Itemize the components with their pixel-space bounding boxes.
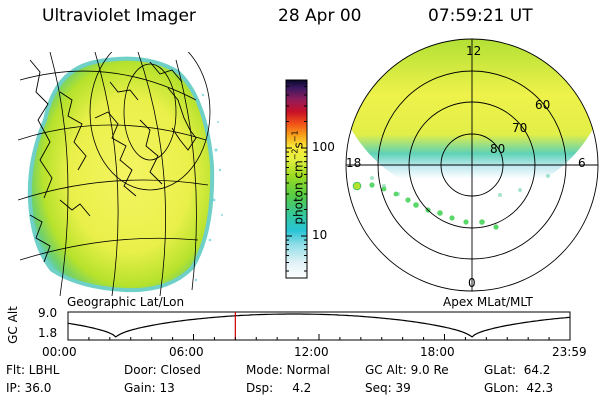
status-ip: IP: 36.0 xyxy=(6,381,52,395)
status-dsp: Dsp: 4.2 xyxy=(246,381,312,395)
time-tick-0000: 00:00 xyxy=(42,345,77,359)
geographic-label: Geographic Lat/Lon xyxy=(67,295,185,309)
mlat-label-70: 70 xyxy=(512,121,528,135)
colorbar-label-exp2: −1 xyxy=(290,130,300,143)
mlat-label-60: 60 xyxy=(535,98,551,112)
colorbar-label: photon cm−2s−1 xyxy=(291,118,306,238)
altitude-plot xyxy=(67,311,571,341)
altitude-curve xyxy=(67,313,571,338)
altitude-ylabel: GC Alt xyxy=(5,306,20,344)
time-tick-1800: 18:00 xyxy=(420,345,455,359)
instrument-title: Ultraviolet Imager xyxy=(42,6,196,26)
status-gain: Gain: 13 xyxy=(124,381,175,395)
time-tick-2359: 23:59 xyxy=(552,345,587,359)
status-filter: Flt: LBHL xyxy=(6,363,60,377)
colorbar-label-exp1: −2 xyxy=(290,148,300,161)
altitude-ytick-high: 9.0 xyxy=(38,306,58,320)
status-seq: Seq: 39 xyxy=(365,381,411,395)
status-mode: Mode: Normal xyxy=(246,363,330,377)
observation-date: 28 Apr 00 xyxy=(278,6,362,26)
time-tick-1200: 12:00 xyxy=(294,345,329,359)
observation-time: 07:59:21 UT xyxy=(428,6,533,26)
mlt-label-0: 0 xyxy=(468,276,476,290)
status-door: Door: Closed xyxy=(124,363,201,377)
altitude-ytick-low: 1.8 xyxy=(38,326,58,340)
status-gcalt: GC Alt: 9.0 Re xyxy=(365,363,449,377)
status-glon: GLon: 42.3 xyxy=(484,381,554,395)
colorbar-label-unit: photon cm xyxy=(291,160,306,225)
mlt-label-12: 12 xyxy=(466,44,482,58)
apex-label: Apex MLat/MLT xyxy=(443,295,533,309)
colorbar-label-unit2: s xyxy=(291,142,306,149)
colorbar-tick-10: 10 xyxy=(312,228,328,242)
colorbar xyxy=(285,79,308,279)
mlat-label-80: 80 xyxy=(490,142,506,156)
time-tick-0600: 06:00 xyxy=(169,345,204,359)
status-glat: GLat: 64.2 xyxy=(484,363,551,377)
geographic-image xyxy=(18,52,223,296)
mlt-label-18: 18 xyxy=(346,156,362,170)
colorbar-tick-100: 100 xyxy=(312,140,335,154)
polar-plot xyxy=(345,38,599,292)
mlt-label-6: 6 xyxy=(578,156,586,170)
